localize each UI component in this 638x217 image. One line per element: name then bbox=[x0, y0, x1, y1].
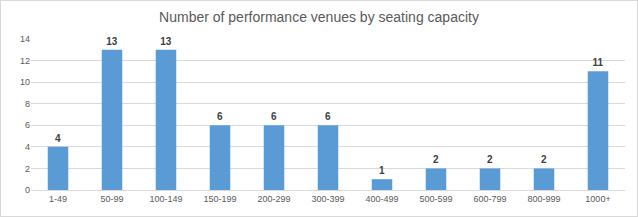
svg-text:2: 2 bbox=[487, 154, 493, 165]
svg-text:13: 13 bbox=[160, 36, 172, 47]
svg-text:2: 2 bbox=[25, 164, 30, 174]
svg-text:6: 6 bbox=[25, 120, 30, 130]
svg-text:2: 2 bbox=[541, 154, 547, 165]
svg-text:14: 14 bbox=[20, 34, 30, 44]
svg-text:300-399: 300-399 bbox=[311, 194, 344, 204]
svg-text:150-199: 150-199 bbox=[203, 194, 236, 204]
svg-text:800-999: 800-999 bbox=[527, 194, 560, 204]
svg-text:1: 1 bbox=[379, 165, 385, 176]
svg-text:11: 11 bbox=[592, 57, 603, 68]
svg-text:6: 6 bbox=[217, 111, 223, 122]
svg-text:8: 8 bbox=[25, 99, 30, 109]
svg-text:50-99: 50-99 bbox=[100, 194, 123, 204]
svg-text:1000+: 1000+ bbox=[585, 194, 610, 204]
svg-text:10: 10 bbox=[20, 77, 30, 87]
svg-text:200-299: 200-299 bbox=[257, 194, 290, 204]
svg-text:600-799: 600-799 bbox=[473, 194, 506, 204]
svg-text:13: 13 bbox=[106, 36, 118, 47]
svg-text:12: 12 bbox=[20, 56, 30, 66]
svg-text:2: 2 bbox=[433, 154, 439, 165]
svg-text:4: 4 bbox=[25, 142, 30, 152]
svg-text:1-49: 1-49 bbox=[49, 194, 67, 204]
svg-text:0: 0 bbox=[25, 185, 30, 195]
svg-text:400-499: 400-499 bbox=[365, 194, 398, 204]
svg-text:Number of performance venues b: Number of performance venues by seating … bbox=[159, 9, 479, 25]
svg-text:500-599: 500-599 bbox=[419, 194, 452, 204]
svg-text:4: 4 bbox=[55, 133, 61, 144]
svg-text:6: 6 bbox=[325, 111, 331, 122]
svg-text:100-149: 100-149 bbox=[149, 194, 182, 204]
svg-text:6: 6 bbox=[271, 111, 277, 122]
